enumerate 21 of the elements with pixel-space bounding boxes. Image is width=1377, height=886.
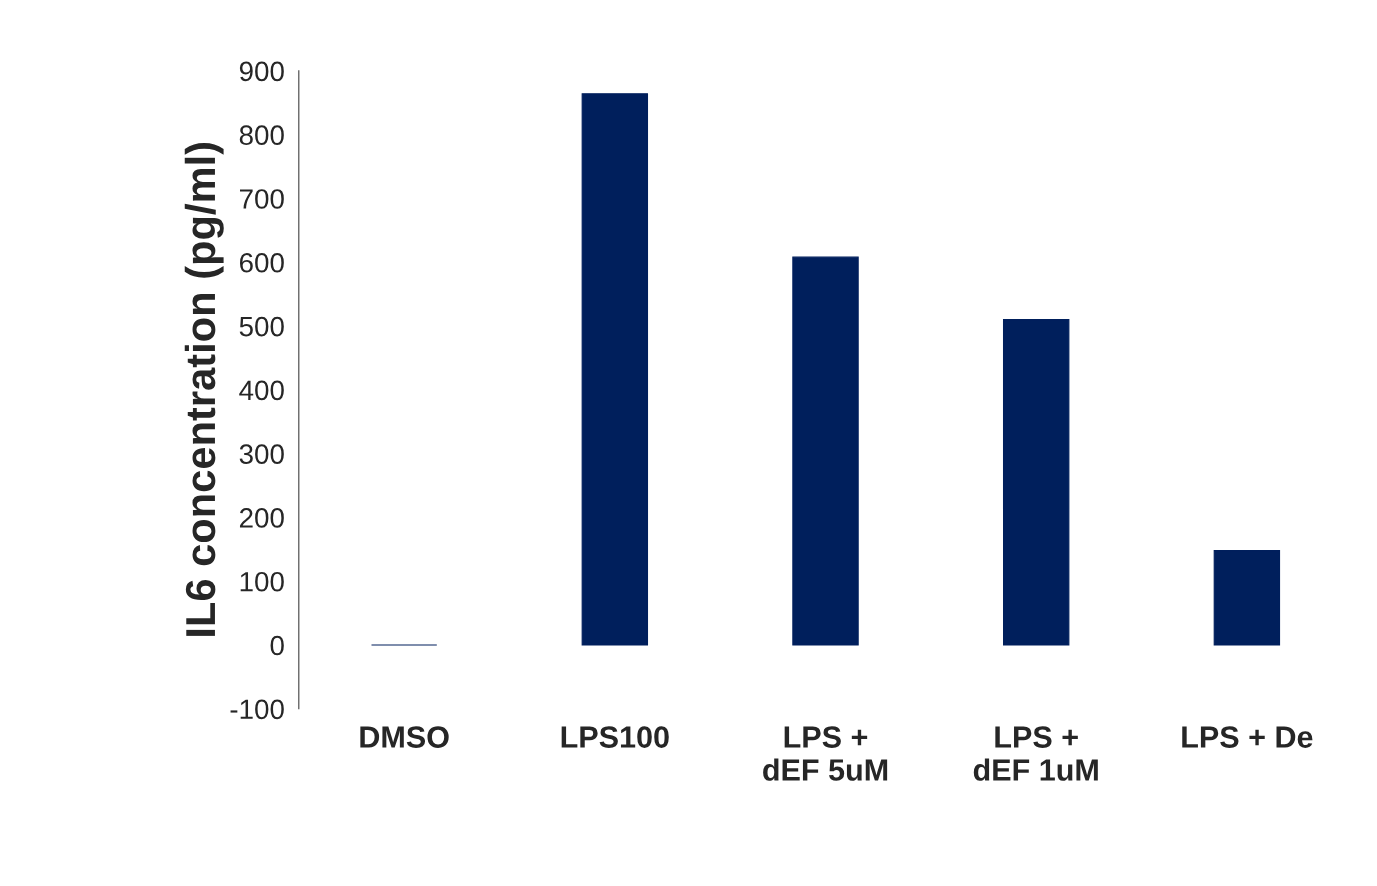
y-tick-label: -100: [230, 699, 284, 720]
bar: [1002, 319, 1070, 646]
y-tick-label: 900: [239, 61, 284, 82]
y-tick-label: 200: [239, 508, 284, 528]
y-tick-label: 800: [239, 125, 284, 146]
y-tick-label: 300: [239, 444, 284, 464]
y-axis-title: IL6 concentration (pg/ml): [184, 143, 224, 636]
bar: [1213, 550, 1281, 646]
y-tick-label: 600: [239, 252, 284, 273]
x-tick-label: LPS100: [561, 726, 669, 748]
bar: [792, 256, 859, 646]
x-tick-label: LPS + dEF 1uM: [973, 726, 1098, 781]
bar: [581, 93, 649, 646]
y-tick-label: 700: [240, 189, 284, 209]
y-tick-label: 400: [239, 380, 284, 401]
x-tick-label: DMSO: [360, 726, 449, 748]
x-tick-label: LPS + dEF 5uM: [763, 726, 888, 781]
y-tick-label: 500: [239, 316, 284, 337]
y-tick-label: 100: [240, 571, 284, 592]
y-tick-label: 0: [270, 635, 284, 656]
x-tick-label: LPS + De: [1182, 726, 1313, 748]
